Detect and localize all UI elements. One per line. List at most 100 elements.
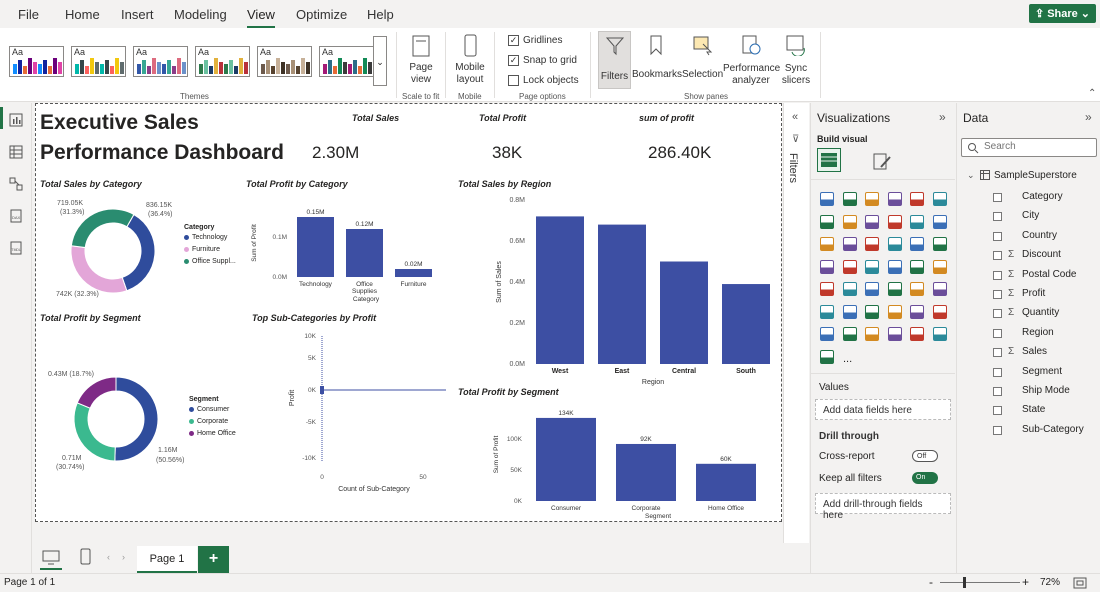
bar-region-chart[interactable]: 0.8M 0.6M 0.4M 0.2M 0.0M West East Central South…	[454, 192, 774, 387]
field-profit[interactable]: Profit	[1022, 288, 1046, 299]
donut-slice-consumer[interactable]	[114, 376, 159, 462]
field-segment[interactable]: Segment	[1022, 365, 1063, 377]
field-ship-mode[interactable]: Ship Mode	[1022, 385, 1070, 396]
field-checkbox[interactable]	[993, 231, 1002, 241]
bar-office-supplies[interactable]	[346, 229, 383, 277]
legend-item[interactable]: Home Office	[189, 430, 236, 437]
build-visual-tab[interactable]	[817, 148, 841, 172]
custom-visual-icon[interactable]	[932, 327, 947, 341]
bar-technology[interactable]	[297, 217, 334, 277]
power-automate-visual-icon[interactable]	[910, 327, 924, 341]
field-country[interactable]: Country	[1022, 229, 1058, 241]
zoom-slider-thumb[interactable]	[963, 577, 966, 588]
values-drop-zone[interactable]: Add data fields here	[815, 399, 951, 420]
stacked-area-visual-icon[interactable]	[865, 214, 879, 229]
card-visual-icon[interactable]	[820, 282, 834, 296]
menu-optimize[interactable]: Optimize	[296, 7, 348, 22]
field-state[interactable]: State	[1022, 404, 1046, 416]
bar-south[interactable]	[722, 284, 770, 364]
smart-narrative-visual-icon[interactable]	[932, 304, 947, 319]
theme-swatch[interactable]: Aa	[71, 46, 126, 77]
bar-east[interactable]	[598, 224, 646, 364]
bar-corporate[interactable]	[616, 443, 676, 501]
snap-to-grid-checkbox[interactable]: ✓ Snap to grid	[508, 55, 577, 66]
decomposition-visual-icon[interactable]	[887, 304, 902, 319]
matrix-visual-icon[interactable]	[932, 282, 947, 296]
kpi-visual-icon[interactable]	[865, 282, 879, 296]
metrics-visual-icon[interactable]	[842, 327, 857, 341]
field-category[interactable]: Category	[1022, 191, 1063, 202]
more-visuals-icon[interactable]: ...	[843, 353, 853, 365]
gauge-visual-icon[interactable]	[932, 259, 947, 274]
field-checkbox[interactable]	[993, 348, 1002, 358]
legend-item[interactable]: Corporate	[189, 418, 236, 425]
theme-swatch[interactable]: Aa	[133, 46, 188, 77]
field-postal-code[interactable]: Postal Code	[1022, 268, 1077, 280]
share-button[interactable]: ⇪ Share ⌄	[1029, 4, 1096, 23]
field-checkbox[interactable]	[993, 387, 1002, 396]
filters-pane-collapsed[interactable]: « ⊽ Filters	[783, 103, 809, 543]
keep-filters-toggle[interactable]: On	[912, 472, 938, 484]
field-discount[interactable]: Discount	[1022, 249, 1061, 261]
kpi-sum-value[interactable]: 286.40K	[648, 143, 712, 162]
stacked-column-visual-icon[interactable]	[842, 192, 857, 206]
add-page-button[interactable]: +	[198, 546, 229, 573]
bar-consumer[interactable]	[536, 417, 596, 501]
menu-view[interactable]: View	[247, 7, 275, 28]
field-checkbox[interactable]	[993, 406, 1002, 416]
search-box[interactable]	[961, 138, 1097, 157]
theme-swatch[interactable]: Aa	[9, 46, 64, 77]
collapse-right-icon[interactable]: »	[939, 110, 946, 124]
field-quantity[interactable]: Quantity	[1022, 307, 1060, 319]
funnel-visual-icon[interactable]	[932, 214, 947, 229]
themes-expand-button[interactable]: ⌄	[373, 36, 387, 86]
theme-swatch[interactable]: Aa	[257, 46, 312, 77]
gridlines-checkbox[interactable]: ✓ Gridlines	[508, 35, 562, 46]
desktop-view-icon[interactable]	[42, 550, 60, 566]
fit-to-page-icon[interactable]	[1073, 577, 1087, 589]
field-region[interactable]: Region	[1022, 326, 1054, 338]
qa-visual-icon[interactable]	[910, 304, 924, 319]
field-checkbox[interactable]	[993, 270, 1002, 280]
scatter-visual-icon[interactable]	[887, 237, 902, 251]
cross-report-toggle[interactable]: Off	[912, 450, 938, 462]
search-input[interactable]	[984, 141, 1094, 152]
map-visual-icon[interactable]	[842, 259, 857, 274]
field-checkbox[interactable]	[993, 425, 1002, 435]
bar-home-office[interactable]	[696, 463, 756, 501]
legend-item[interactable]: Office Suppl...	[184, 258, 236, 265]
collapse-right-icon[interactable]: »	[1085, 110, 1092, 124]
format-visual-tab[interactable]	[871, 151, 893, 176]
stacked-bar-visual-icon[interactable]	[820, 192, 834, 206]
bookmarks-pane-button[interactable]: Bookmarks	[632, 34, 682, 81]
subcat-chart[interactable]: 10K 5K 0K -5K -10K 0 50 Count of Sub-Category Pr…	[246, 326, 446, 521]
theme-swatch[interactable]: Aa	[195, 46, 250, 77]
kpi-sales-value[interactable]: 2.30M	[312, 143, 360, 162]
bar-category-chart[interactable]: 0.1M 0.0M 0.15M Technology 0.12M OfficeSuppli…	[241, 194, 441, 304]
multi-card-visual-icon[interactable]	[842, 282, 857, 296]
field-checkbox[interactable]	[993, 328, 1002, 338]
legend-item[interactable]: Consumer	[189, 406, 236, 413]
menu-file[interactable]: File	[18, 7, 39, 22]
paginated-visual-icon[interactable]	[820, 327, 834, 341]
field-checkbox[interactable]	[993, 290, 1002, 299]
field-checkbox[interactable]	[993, 309, 1002, 319]
tmdl-view-icon[interactable]: TMDL	[9, 241, 23, 255]
mobile-layout-button[interactable]: Mobile layout	[452, 34, 488, 86]
menu-insert[interactable]: Insert	[121, 7, 154, 22]
treemap-visual-icon[interactable]	[820, 259, 834, 274]
filters-pane-button[interactable]: Filters	[598, 31, 631, 89]
slicer-visual-icon[interactable]	[887, 282, 902, 296]
table-view-icon[interactable]	[9, 145, 23, 159]
zoom-slider[interactable]	[940, 582, 1020, 583]
bar-central[interactable]	[660, 261, 708, 365]
bar-west[interactable]	[536, 216, 584, 364]
legend-item[interactable]: Technology	[184, 234, 236, 241]
shape-map-visual-icon[interactable]	[887, 259, 902, 274]
page-view-button[interactable]: Page view	[401, 34, 441, 86]
area-visual-icon[interactable]	[842, 214, 857, 229]
bar-segment-chart[interactable]: 100K 50K 0K 134K Consumer 92K Corporate 60K Home…	[454, 400, 774, 520]
filter-viz-visual-icon[interactable]	[865, 237, 879, 251]
narrative-2-visual-icon[interactable]	[820, 349, 834, 364]
collapse-ribbon-icon[interactable]: ⌃	[1088, 88, 1097, 99]
